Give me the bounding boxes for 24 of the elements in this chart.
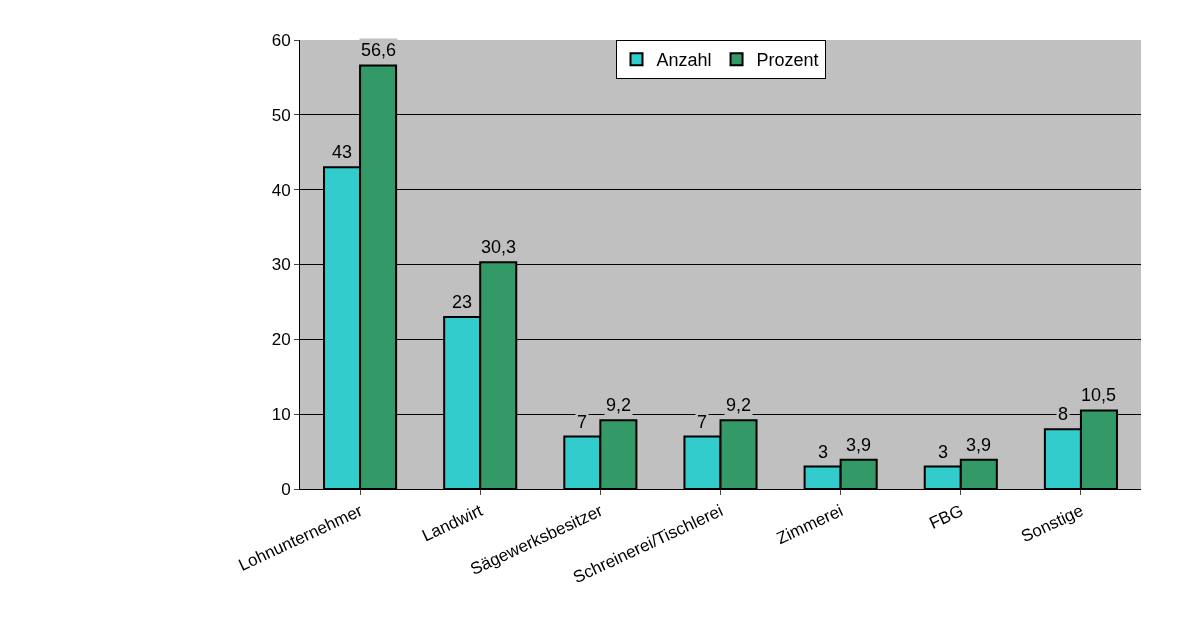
y-tick-label: 60	[271, 30, 291, 50]
y-tick-label: 40	[271, 180, 291, 200]
legend-label: Anzahl	[656, 50, 712, 71]
data-label: 9,2	[606, 395, 632, 415]
y-tick-label: 50	[271, 105, 291, 125]
data-label: 43	[332, 142, 353, 162]
data-label: 3	[938, 442, 949, 462]
legend-label: Prozent	[756, 50, 819, 71]
y-tick-label: 10	[271, 405, 291, 425]
data-label: 7	[697, 412, 708, 432]
data-label: 23	[452, 292, 473, 312]
data-label: 10,5	[1081, 385, 1117, 405]
data-label: 3,9	[846, 435, 872, 455]
y-tick-label: 20	[271, 330, 291, 350]
x-tick-label: FBG	[926, 501, 967, 533]
data-label: 3,9	[966, 435, 992, 455]
data-label: 30,3	[481, 237, 517, 257]
data-label: 56,6	[361, 40, 397, 60]
data-label: 8	[1058, 404, 1069, 424]
data-label: 7	[577, 412, 588, 432]
data-label: 3	[818, 442, 829, 462]
y-tick-label: 0	[281, 479, 291, 499]
data-label: 9,2	[726, 395, 752, 415]
y-tick-label: 30	[271, 255, 291, 275]
